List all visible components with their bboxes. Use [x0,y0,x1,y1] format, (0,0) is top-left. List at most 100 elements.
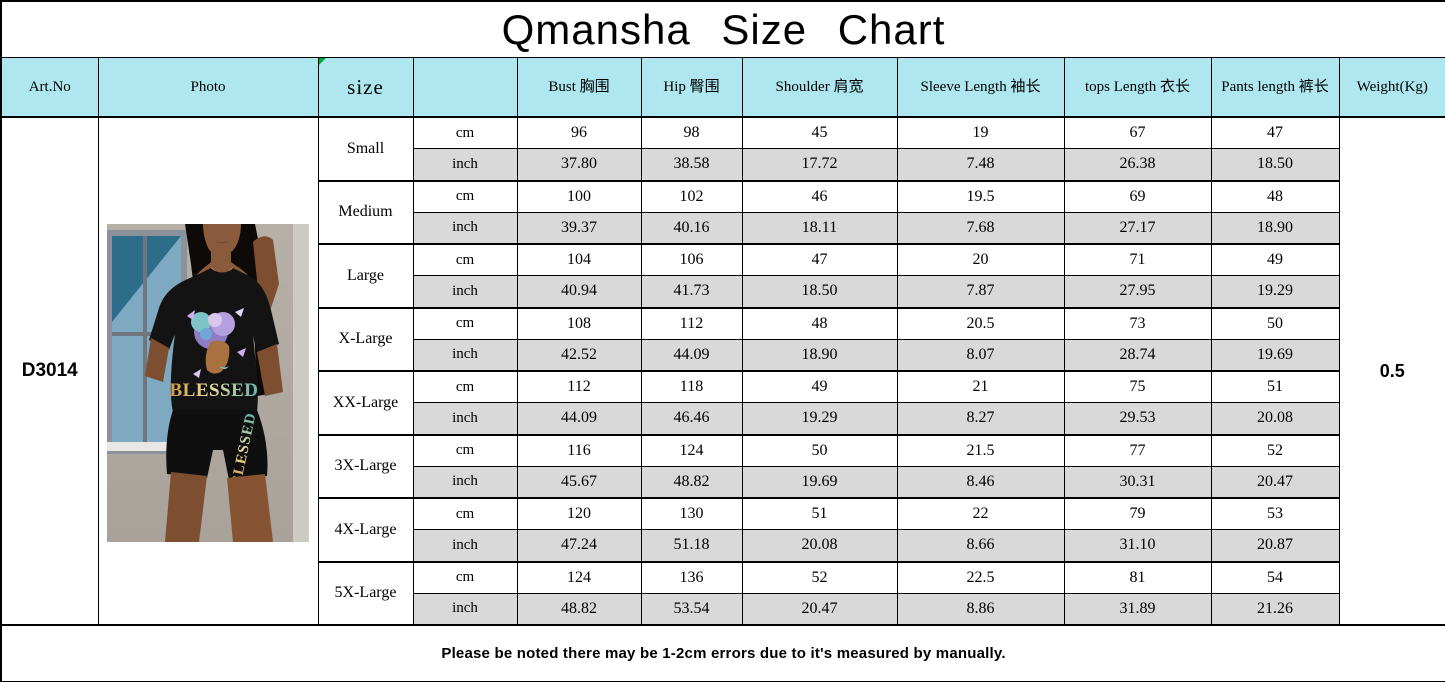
measurement-value: 8.66 [896,529,1065,562]
measurement-value: 49 [741,370,898,404]
model-left-arm [145,338,169,382]
measurement-value: 124 [516,560,642,594]
measurement-value: 18.90 [1210,211,1340,245]
measurement-value: 49 [1210,243,1340,277]
measurement-value: 73 [1063,306,1212,340]
table-row-large-cm: Large cm 104 106 47 20 71 49 [1,243,1445,308]
measurement-value: 39.37 [516,211,642,245]
unit-label: inch [412,529,518,562]
size-label: Medium [317,179,414,245]
measurement-value: 40.94 [516,275,642,308]
measurement-value: 18.50 [1210,148,1340,181]
measurement-value: 26.38 [1063,148,1212,181]
measurement-value: 120 [516,497,642,531]
measurement-value: 20.08 [741,529,898,562]
col-header-tops-length: tops Length 衣长 [1063,57,1212,118]
table-row-large-inch: inch 40.94 41.73 18.50 7.87 27.95 19.29 [1,275,1445,308]
size-label: Small [317,116,414,181]
table-row-5x-large-inch: inch 48.82 53.54 20.47 8.86 31.89 21.26 [1,592,1445,626]
butterfly-3 [193,369,201,378]
butterfly-2 [235,308,244,317]
measurement-value: 21 [896,370,1065,404]
measurement-value: 20.87 [1210,529,1340,562]
size-label: 4X-Large [317,497,414,562]
measurement-value: 48 [741,306,898,340]
measurement-value: 17.72 [741,148,898,181]
size-label: 5X-Large [317,560,414,626]
footer-note: Please be noted there may be 1-2cm error… [0,624,1445,682]
measurement-value: 21.26 [1210,592,1340,626]
measurement-value: 18.50 [741,275,898,308]
unit-label: inch [412,402,518,435]
measurement-value: 41.73 [640,275,743,308]
black-shorts [166,410,268,480]
measurement-value: 19.69 [1210,338,1340,372]
col-header-size-label: size [347,74,384,99]
measurement-value: 52 [741,560,898,594]
col-header-hip: Hip 臀围 [640,57,743,118]
unit-label: cm [412,306,518,340]
measurement-value: 8.27 [896,402,1065,435]
butterfly-1 [187,310,195,320]
measurement-value: 116 [516,433,642,467]
unit-label: inch [412,592,518,626]
unit-label: cm [412,116,518,150]
measurement-value: 20.08 [1210,402,1340,435]
table-row-4x-large-cm: 4X-Large cm 120 130 51 22 79 53 [1,497,1445,562]
col-header-shoulder: Shoulder 肩宽 [741,57,898,118]
table-row-3x-large-cm: 3X-Large cm 116 124 50 21.5 77 52 [1,433,1445,499]
measurement-value: 51 [741,497,898,531]
unit-label: inch [412,211,518,245]
col-header-art-no: Art.No [0,57,99,118]
measurement-value: 22.5 [896,560,1065,594]
measurement-value: 51.18 [640,529,743,562]
table-row-medium-cm: Medium cm 100 102 46 19.5 69 48 [1,179,1445,245]
measurement-value: 19.5 [896,179,1065,213]
measurement-value: 20.47 [1210,465,1340,499]
measurement-value: 79 [1063,497,1212,531]
column-header-row: Art.No Photo size Bust 胸围 Hip 臀围 Shoulde… [0,57,1445,118]
cell-comment-marker [319,58,326,65]
col-header-bust: Bust 胸围 [516,57,642,118]
model-lips [215,240,229,243]
col-header-size: size [317,57,414,118]
butterfly-4 [237,348,246,357]
measurement-value: 31.10 [1063,529,1212,562]
measurement-value: 118 [640,370,743,404]
size-table-body: D3014 [0,116,1445,626]
measurement-value: 53 [1210,497,1340,531]
table-row-x-large-inch: inch 42.52 44.09 18.90 8.07 28.74 19.69 [1,338,1445,372]
measurement-value: 8.86 [896,592,1065,626]
footer-row: Please be noted there may be 1-2cm error… [0,624,1445,682]
measurement-value: 51 [1210,370,1340,404]
unit-label: inch [412,465,518,499]
unit-label: inch [412,148,518,181]
measurement-value: 48 [1210,179,1340,213]
unit-label: inch [412,275,518,308]
table-row-small-cm: D3014 [0,116,1445,626]
measurement-value: 81 [1063,560,1212,594]
measurement-value: 7.68 [896,211,1065,245]
page-title: Qmansha Size Chart [0,0,1445,58]
table-row-xx-large-cm: XX-Large cm 112 118 49 21 75 51 [1,370,1445,435]
measurement-value: 106 [640,243,743,277]
measurement-value: 19 [896,116,1065,150]
measurement-value: 130 [640,497,743,531]
unit-label: inch [412,338,518,372]
measurement-value: 38.58 [640,148,743,181]
measurement-value: 7.48 [896,148,1065,181]
measurement-value: 52 [1210,433,1340,467]
measurement-value: 21.5 [896,433,1065,467]
shirt-text: BLESSED [169,380,258,401]
measurement-value: 40.16 [640,211,743,245]
measurement-value: 18.90 [741,338,898,372]
size-label: 3X-Large [317,433,414,499]
measurement-value: 19.69 [741,465,898,499]
product-photo: BLESSED BLESSED [107,224,309,542]
measurement-value: 37.80 [516,148,642,181]
measurement-value: 67 [1063,116,1212,150]
measurement-value: 29.53 [1063,402,1212,435]
size-label: X-Large [317,306,414,372]
model: BLESSED BLESSED [145,224,283,542]
